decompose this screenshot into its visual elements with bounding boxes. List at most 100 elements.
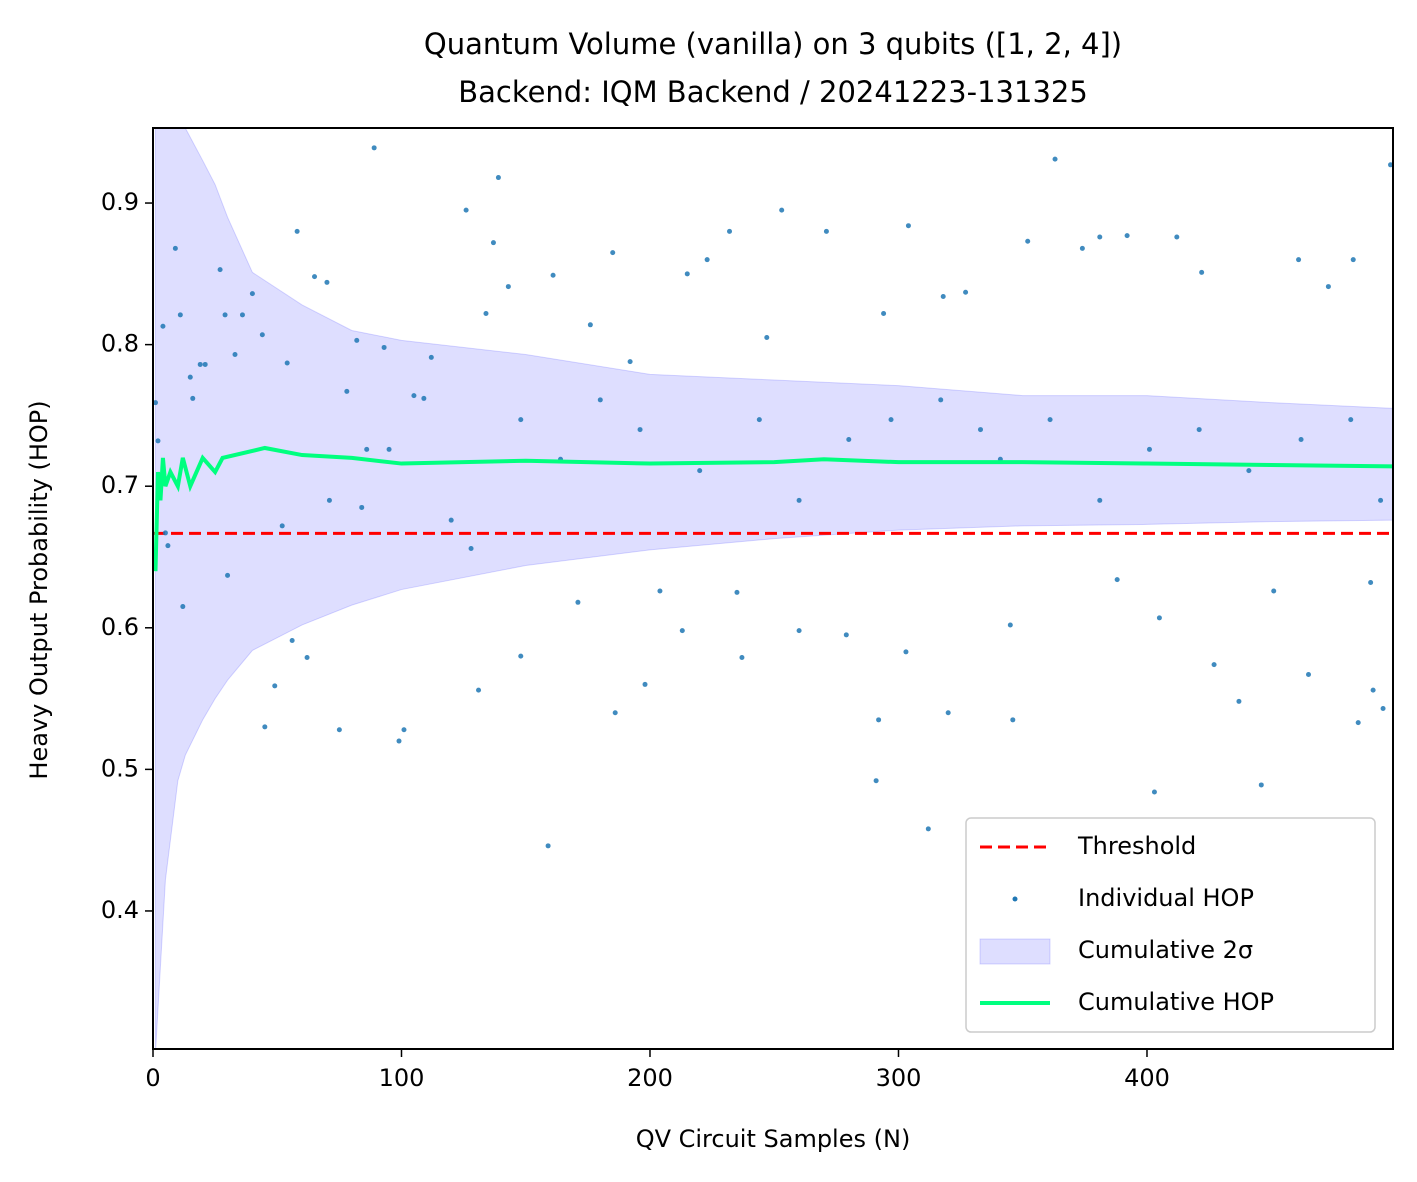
hop-point: [187, 374, 193, 380]
hop-point: [734, 589, 740, 595]
hop-point: [217, 267, 223, 273]
hop-point: [764, 335, 770, 341]
hop-point: [411, 393, 417, 399]
hop-point: [1146, 446, 1152, 452]
hop-point: [312, 274, 318, 280]
hop-point: [1348, 417, 1354, 423]
y-tick-label: 0.6: [101, 613, 139, 641]
chart-title: Quantum Volume (vanilla) on 3 qubits ([1…: [424, 27, 1122, 61]
hop-point: [177, 312, 183, 318]
hop-point: [354, 337, 360, 343]
hop-point: [1350, 257, 1356, 263]
hop-point: [190, 395, 196, 401]
hop-point: [876, 717, 882, 723]
hop-point: [172, 245, 178, 251]
hop-point: [642, 681, 648, 687]
hop-point: [977, 427, 983, 433]
hop-point: [1271, 588, 1277, 594]
hop-point: [1258, 782, 1264, 788]
hop-point: [1097, 497, 1103, 503]
hop-point: [846, 436, 852, 442]
hop-point: [336, 727, 342, 733]
x-tick-label: 400: [1124, 1064, 1170, 1092]
confidence-band: [154, 128, 1393, 1049]
hop-point: [739, 655, 745, 661]
hop-point: [1079, 245, 1085, 251]
hop-point: [843, 632, 849, 638]
hop-point: [381, 344, 387, 350]
hop-point: [371, 145, 377, 151]
hop-point: [679, 628, 685, 634]
y-tick-label: 0.4: [101, 896, 139, 924]
hop-point: [1174, 234, 1180, 240]
hop-point: [1211, 662, 1217, 668]
hop-point: [359, 504, 365, 510]
x-tick-label: 0: [145, 1064, 160, 1092]
hop-point: [1325, 284, 1331, 290]
hop-point: [468, 546, 474, 552]
hop-point: [1010, 717, 1016, 723]
hop-point: [401, 727, 407, 733]
hop-point: [463, 207, 469, 213]
series-layer: [153, 128, 1393, 1049]
hop-point: [545, 843, 551, 849]
hop-point: [1296, 257, 1302, 263]
hop-point: [1298, 436, 1304, 442]
legend: Threshold Individual HOP Cumulative 2σ Cumu…: [965, 817, 1376, 1033]
hop-point: [727, 228, 733, 234]
hop-point: [304, 655, 310, 661]
hop-point: [232, 352, 238, 358]
hop-point: [222, 312, 228, 318]
hop-point: [326, 497, 332, 503]
hop-point: [1052, 156, 1058, 162]
hop-point: [575, 599, 581, 605]
x-tick-label: 200: [627, 1064, 673, 1092]
hop-point: [490, 240, 496, 246]
hop-point: [1007, 622, 1013, 628]
hop-point: [1025, 238, 1031, 244]
hop-point: [627, 359, 633, 365]
legend-label: Cumulative 2σ: [1078, 936, 1253, 964]
hop-point: [495, 175, 501, 181]
hop-point: [1097, 234, 1103, 240]
axes-frame: [152, 127, 1394, 1050]
hop-point: [587, 322, 593, 328]
hop-point: [610, 250, 616, 256]
hop-point: [428, 354, 434, 360]
hop-point: [823, 228, 829, 234]
hop-point: [279, 523, 285, 529]
legend-swatch: [1012, 896, 1018, 902]
hop-point: [448, 517, 454, 523]
hop-point: [239, 312, 245, 318]
hop-point: [1114, 577, 1120, 583]
hop-point: [796, 497, 802, 503]
hop-point: [1368, 579, 1374, 585]
cumulative-line: [153, 445, 1393, 572]
hop-point: [945, 710, 951, 716]
hop-point: [262, 724, 268, 730]
hop-point: [225, 572, 231, 578]
legend-swatch: [979, 938, 1051, 965]
hop-point: [1151, 789, 1157, 795]
hop-point: [197, 361, 203, 367]
hop-point: [940, 293, 946, 299]
legend-label: Individual HOP: [1078, 884, 1254, 912]
hop-point: [165, 543, 171, 549]
hop-point: [612, 710, 618, 716]
x-tick-label: 100: [379, 1064, 425, 1092]
hop-point: [1236, 698, 1242, 704]
x-tick-label: 300: [876, 1064, 922, 1092]
hop-point: [1047, 417, 1053, 423]
hop-point: [324, 279, 330, 285]
y-tick-label: 0.8: [101, 330, 139, 358]
hop-point: [483, 310, 489, 316]
hop-point: [1246, 468, 1252, 474]
hop-point: [259, 332, 265, 338]
hop-point: [180, 604, 186, 610]
hop-point: [289, 638, 295, 644]
hop-point: [294, 228, 300, 234]
hop-point: [272, 683, 278, 689]
hop-point: [905, 223, 911, 229]
hop-point: [1355, 720, 1361, 726]
hop-point: [202, 361, 208, 367]
